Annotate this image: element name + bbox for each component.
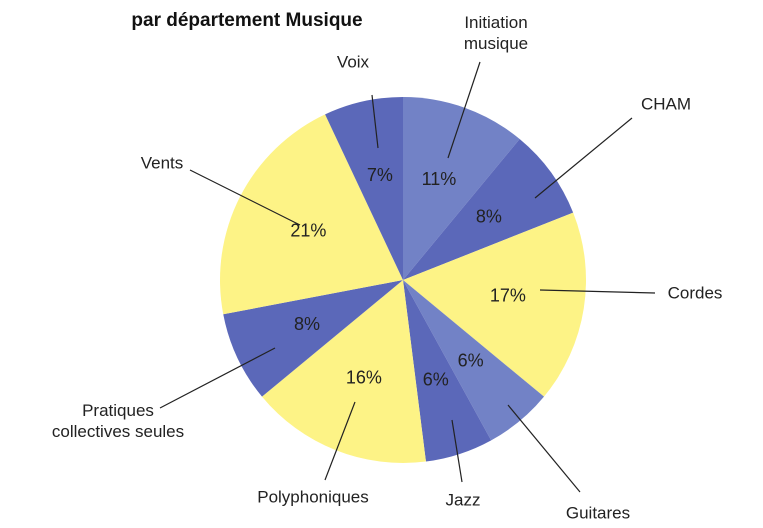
value-label: 21% [290,221,326,241]
pie-slice [261,280,426,463]
category-label: Cordes [667,283,723,303]
pie-slice [325,97,403,280]
category-label: Guitares [565,503,631,523]
value-label: 17% [490,285,526,305]
leader-line [371,94,379,149]
category-label: CHAM [640,94,692,114]
leader-line [534,117,633,199]
pie-slice [403,138,574,280]
leader-line [451,419,463,483]
category-label: Vents [140,153,184,173]
leader-line [447,61,481,159]
category-label: Voix [336,52,370,72]
pie-slice [403,280,492,462]
category-label: Pratiques collectives seules [51,401,185,441]
chart-title: par département Musique [131,10,362,31]
value-label: 8% [476,206,502,226]
leader-line [324,401,356,481]
pie-slice [220,114,403,315]
pie-slice [403,280,545,441]
pie-slice [403,97,520,280]
pie-slice [403,212,586,397]
value-label: 6% [458,351,484,371]
value-label: 16% [346,367,382,387]
leader-line [189,169,301,226]
value-label: 11% [422,169,457,189]
category-label: Initiation musique [463,13,529,53]
leader-line [507,404,581,493]
category-label: Polyphoniques [257,487,369,507]
value-label: 6% [423,370,449,390]
value-label: 7% [367,165,393,185]
pie-slice [223,280,403,397]
leader-line [159,347,276,409]
leader-line [539,289,656,294]
category-label: Jazz [445,490,481,510]
value-label: 8% [294,314,320,334]
